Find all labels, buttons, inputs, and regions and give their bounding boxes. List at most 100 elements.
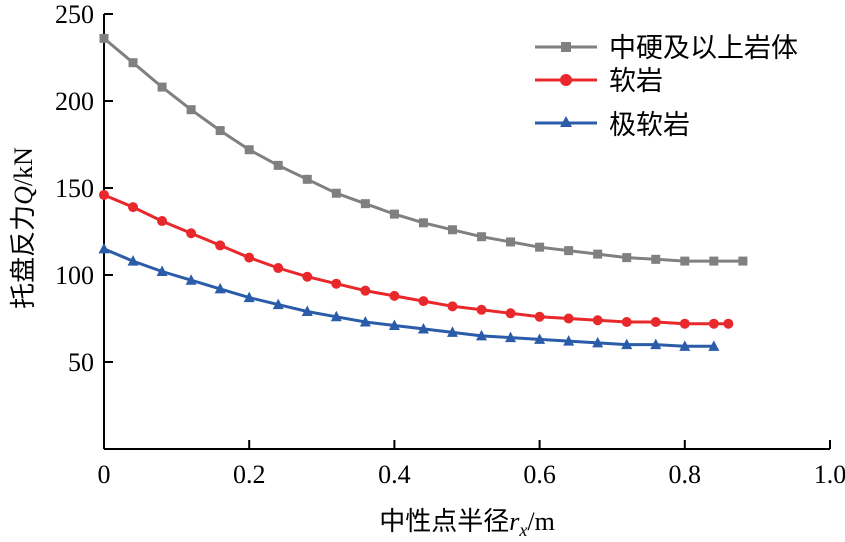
data-point — [214, 282, 226, 294]
legend-label-series-3: 极软岩 — [609, 110, 690, 141]
data-point — [331, 188, 341, 198]
data-point — [360, 285, 371, 296]
data-point — [273, 160, 283, 170]
x-tick-label: 0 — [98, 460, 111, 489]
y-axis-ticks: 50 100 150 200 250 — [55, 0, 113, 377]
data-point — [389, 209, 399, 219]
data-point — [418, 218, 428, 228]
x-tick-label: 0.2 — [233, 460, 266, 489]
data-point — [330, 310, 342, 322]
data-point — [417, 322, 429, 334]
data-point — [215, 240, 226, 251]
series-layer — [98, 33, 748, 351]
data-point — [244, 252, 255, 263]
data-point — [185, 274, 197, 285]
data-point — [621, 338, 633, 350]
data-point — [331, 278, 342, 289]
data-point — [679, 318, 690, 329]
y-tick-label: 50 — [68, 348, 94, 377]
data-point — [593, 249, 603, 259]
data-point — [680, 256, 690, 266]
data-point — [186, 105, 196, 115]
x-axis-title: 中性点半径rx/m — [379, 507, 555, 540]
y-axis-title-prefix: 托盘反力 — [9, 205, 39, 309]
data-point — [650, 338, 662, 350]
data-point — [708, 318, 719, 329]
data-point — [738, 256, 748, 266]
data-point — [301, 305, 313, 317]
data-point — [447, 225, 457, 235]
data-point — [186, 228, 197, 239]
data-point — [564, 246, 574, 256]
series-3 — [98, 242, 720, 351]
data-point — [360, 199, 370, 209]
plot-area — [103, 14, 831, 450]
data-point — [244, 145, 254, 155]
data-point — [535, 242, 545, 252]
data-point — [592, 315, 603, 326]
legend-marker-series-3 — [560, 116, 572, 127]
x-tick-label: 0.8 — [669, 460, 702, 489]
data-point — [709, 256, 719, 266]
x-axis-title-prefix: 中性点半径 — [379, 507, 509, 537]
data-point — [127, 255, 139, 266]
data-point — [446, 326, 458, 337]
data-point — [157, 82, 167, 92]
data-point — [650, 316, 661, 327]
legend-label-series-1: 中硬及以上岩体 — [609, 33, 798, 64]
data-point — [651, 254, 661, 264]
data-point — [477, 232, 487, 242]
data-point — [447, 301, 458, 312]
series-2 — [99, 189, 734, 329]
data-point — [98, 242, 110, 254]
data-point — [389, 290, 400, 301]
legend-marker-series-1 — [561, 42, 571, 52]
data-point — [534, 311, 545, 322]
data-point — [679, 340, 691, 351]
data-point — [128, 202, 139, 213]
data-point — [622, 253, 632, 263]
x-axis-title-unit: /m — [527, 507, 554, 536]
legend-label-series-2: 软岩 — [609, 66, 663, 97]
x-tick-label: 0.4 — [378, 460, 411, 489]
data-point — [128, 58, 138, 68]
series-1 — [99, 33, 748, 266]
data-point — [534, 333, 546, 344]
legend-marker-series-2 — [560, 74, 572, 86]
y-axis-title-unit: /kN — [9, 147, 38, 186]
data-point — [359, 315, 371, 327]
data-point — [99, 189, 109, 200]
data-point — [708, 340, 720, 351]
x-axis-title-var: r — [509, 507, 520, 536]
x-axis-ticks: 0 0.2 0.4 0.6 0.8 1.0 — [98, 440, 845, 489]
data-point — [621, 316, 632, 327]
data-point — [506, 237, 516, 247]
data-point — [563, 335, 575, 346]
data-point — [476, 329, 488, 341]
data-point — [505, 331, 517, 343]
data-point — [418, 296, 429, 307]
data-point — [723, 318, 734, 329]
data-point — [243, 291, 255, 303]
data-point — [99, 33, 109, 43]
x-tick-label: 0.6 — [523, 460, 556, 489]
x-axis-title-sub: x — [518, 520, 527, 540]
y-tick-label: 200 — [55, 87, 94, 116]
series-line — [103, 247, 714, 348]
data-point — [156, 265, 168, 277]
data-point — [273, 263, 284, 274]
data-point — [272, 298, 284, 310]
data-point — [215, 126, 225, 136]
y-tick-label: 100 — [55, 261, 94, 290]
data-point — [302, 271, 313, 282]
data-point — [505, 308, 516, 319]
data-point — [476, 304, 487, 315]
y-axis-title-var: Q — [9, 186, 38, 205]
y-axis-title: 托盘反力Q/kN — [9, 147, 39, 309]
data-point — [388, 319, 400, 330]
x-tick-label: 1.0 — [814, 460, 845, 489]
data-point — [563, 313, 574, 324]
y-tick-label: 150 — [55, 174, 94, 203]
data-point — [302, 174, 312, 184]
